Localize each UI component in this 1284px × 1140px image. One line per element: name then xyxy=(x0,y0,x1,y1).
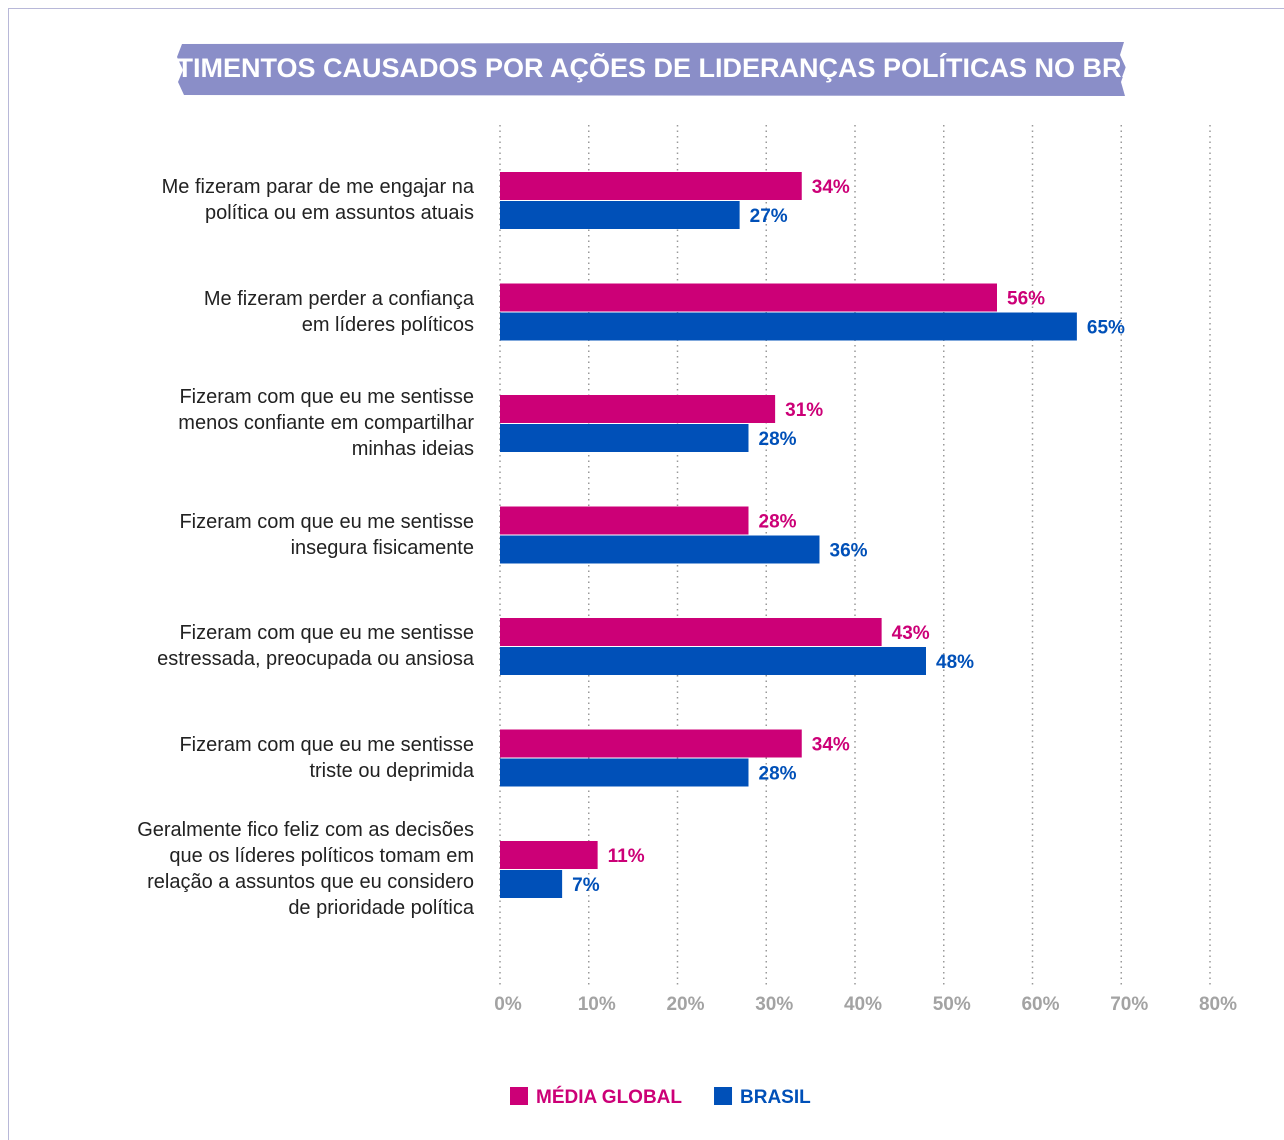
value-label: 28% xyxy=(759,429,797,450)
category-label: Fizeram com que eu me sentisse menos con… xyxy=(178,386,474,460)
bar xyxy=(500,870,563,898)
legend-swatch xyxy=(510,1087,528,1105)
bar xyxy=(500,506,749,535)
bar xyxy=(500,618,882,646)
title-banner xyxy=(177,42,1126,96)
x-tick-label: 20% xyxy=(666,994,704,1015)
bar xyxy=(500,172,802,200)
value-label: 34% xyxy=(812,735,850,756)
value-label: 36% xyxy=(830,541,868,562)
x-tick-label: 40% xyxy=(844,994,882,1015)
value-label: 31% xyxy=(785,400,823,421)
bar xyxy=(500,535,820,564)
bar xyxy=(500,395,776,423)
category-label: Me fizeram perder a confiança em líderes… xyxy=(203,287,474,336)
category-label: Geralmente fico feliz com as decisões qu… xyxy=(137,819,474,919)
value-label: 65% xyxy=(1087,318,1125,339)
category-label: Fizeram com que eu me sentisse triste ou… xyxy=(179,733,474,782)
bar xyxy=(500,424,749,452)
frame xyxy=(8,8,1284,1140)
x-tick-label: 80% xyxy=(1199,994,1237,1015)
chart-title: SENTIMENTOS CAUSADOS POR AÇÕES DE LIDERA… xyxy=(121,52,1183,83)
value-label: 28% xyxy=(759,512,797,533)
value-label: 48% xyxy=(936,652,974,673)
bar xyxy=(500,312,1077,341)
bar xyxy=(500,841,598,869)
category-label: Me fizeram parar de me engajar na políti… xyxy=(161,176,474,224)
x-tick-label: 10% xyxy=(578,994,616,1015)
legend-label: BRASIL xyxy=(740,1087,811,1108)
bar xyxy=(500,201,740,229)
x-tick-label: 50% xyxy=(933,994,971,1015)
value-label: 7% xyxy=(572,875,600,896)
value-label: 43% xyxy=(892,623,930,644)
x-tick-label: 30% xyxy=(755,994,793,1015)
legend-label: MÉDIA GLOBAL xyxy=(536,1086,682,1108)
legend-swatch xyxy=(714,1087,733,1105)
x-tick-label: 70% xyxy=(1110,994,1148,1015)
value-label: 27% xyxy=(750,206,788,227)
category-label: Fizeram com que eu me sentisse estressad… xyxy=(157,622,474,670)
x-tick-label: 0% xyxy=(494,994,522,1015)
bar xyxy=(500,758,749,787)
value-label: 56% xyxy=(1007,289,1045,310)
category-label: Fizeram com que eu me sentisse insegura … xyxy=(179,510,474,559)
x-tick-label: 60% xyxy=(1021,994,1059,1015)
value-label: 34% xyxy=(812,177,850,198)
value-label: 28% xyxy=(759,764,797,785)
value-label: 11% xyxy=(608,846,645,867)
bar xyxy=(500,729,802,758)
bar xyxy=(500,283,997,312)
bar xyxy=(500,647,926,675)
